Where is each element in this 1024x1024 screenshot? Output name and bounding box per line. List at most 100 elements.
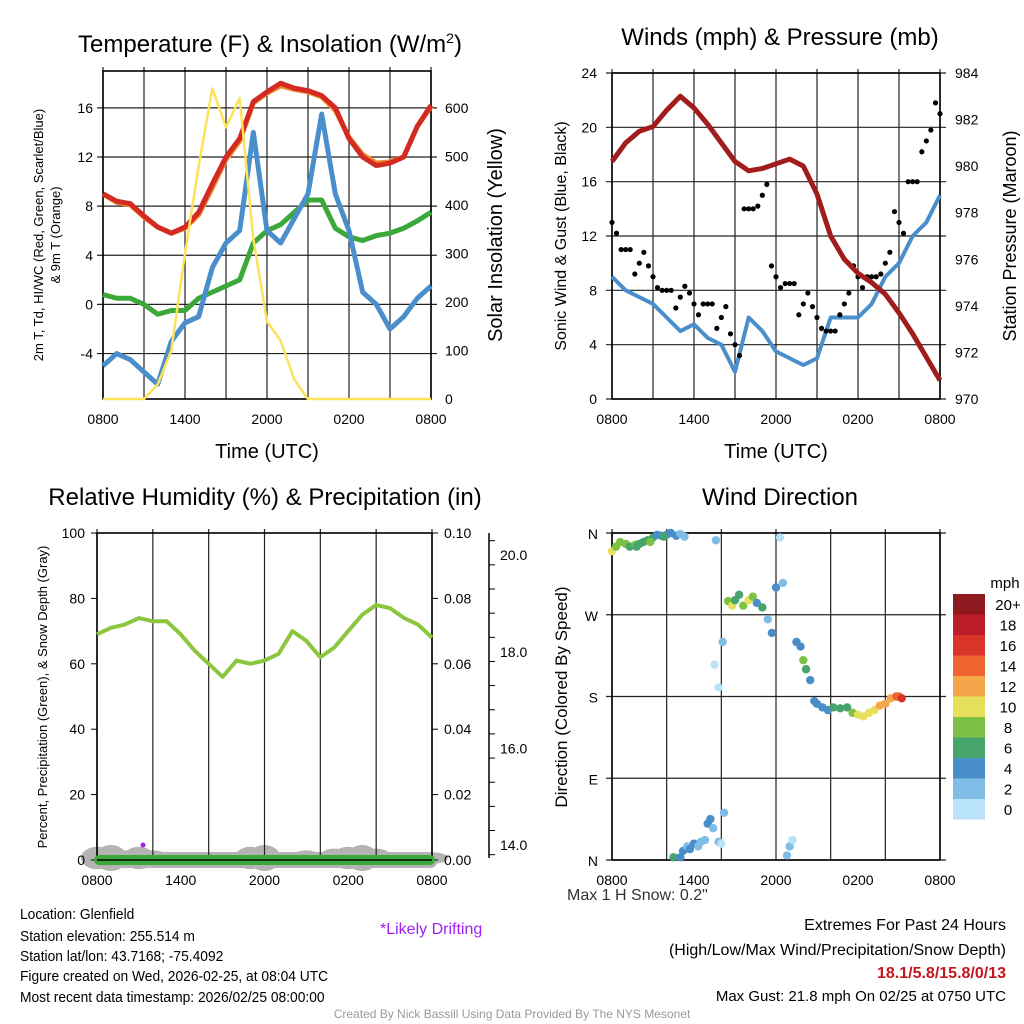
legend-swatch <box>953 758 985 779</box>
wind-direction-point <box>796 642 805 651</box>
elevation-text: Station elevation: 255.514 m <box>20 928 195 945</box>
wind-direction-point <box>680 532 689 541</box>
wind-direction-point <box>708 824 718 833</box>
legend-label: 8 <box>1004 720 1012 737</box>
gust-point <box>741 206 747 212</box>
legend-label: 12 <box>1000 679 1017 696</box>
gust-point <box>787 280 793 287</box>
right-y-tick-label: 400 <box>445 197 469 213</box>
wind-direction-point <box>719 808 729 817</box>
precip-tick-label: 0.00 <box>444 852 471 868</box>
direction-tick-label: N <box>588 526 598 542</box>
y-axis-label: Direction (Colored By Speed) <box>552 586 571 807</box>
legend-label: 6 <box>1004 741 1012 758</box>
y-axis-label-2: & 9m T (Orange) <box>48 186 63 283</box>
gust-point <box>928 127 934 133</box>
gust-point <box>882 260 888 266</box>
gust-point <box>668 287 674 293</box>
series-wind <box>610 194 942 374</box>
gust-point <box>809 304 816 310</box>
gust-point <box>887 249 893 255</box>
y-axis-label: Sonic Wind & Gust (Blue, Black) <box>553 121 570 350</box>
x-tick-label: 1400 <box>678 872 709 888</box>
direction-tick-label: E <box>589 771 598 787</box>
gust-point <box>896 219 902 226</box>
y-tick-label: 40 <box>69 721 85 737</box>
rh-chart-title: Relative Humidity (%) & Precipitation (i… <box>48 484 482 511</box>
gust-point <box>837 312 843 318</box>
wind-direction-point <box>710 660 719 669</box>
legend-swatch <box>953 778 985 799</box>
right-y-tick-label: 970 <box>955 391 979 407</box>
gust-point <box>764 181 770 187</box>
wind-direction-point <box>767 628 777 638</box>
gust-point <box>910 179 916 185</box>
wind-direction-point <box>881 699 890 708</box>
direction-tick-label: N <box>588 853 598 869</box>
gust-point <box>691 301 697 307</box>
extremes-title: Extremes For Past 24 Hours <box>804 917 1006 934</box>
x-tick-label: 2000 <box>760 872 791 888</box>
wind-direction-point <box>718 637 727 647</box>
gust-point <box>718 314 724 321</box>
x-tick-label: 0200 <box>333 411 364 427</box>
x-tick-label: 0800 <box>596 872 627 888</box>
snow-depth-tick-label: 16.0 <box>500 740 527 756</box>
legend-title: mph <box>990 575 1019 592</box>
gust-point <box>623 246 629 253</box>
gust-point <box>869 274 875 280</box>
gust-point <box>773 274 779 280</box>
legend-swatch <box>953 655 985 676</box>
legend-label: 2 <box>1004 782 1012 799</box>
x-tick-label: 0800 <box>87 411 118 427</box>
legend-label: 0 <box>1004 802 1012 819</box>
precip-tick-label: 0.02 <box>444 787 471 803</box>
wind-direction-point <box>669 853 678 862</box>
legend-label: 18 <box>1000 618 1017 635</box>
wind-direction-point <box>739 601 748 610</box>
gust-point <box>805 290 811 296</box>
gust-point <box>618 246 624 253</box>
gust-point <box>645 263 652 269</box>
gust-point <box>782 280 788 287</box>
series-pressure <box>609 93 943 382</box>
gust-point <box>846 290 852 296</box>
wind-direction-point <box>799 655 808 665</box>
gust-point <box>609 219 615 226</box>
x-tick-label: 2000 <box>251 411 282 427</box>
y-tick-label: 8 <box>589 282 597 298</box>
wind-direction-point <box>897 694 906 703</box>
y-tick-label: 8 <box>85 198 93 214</box>
gust-point <box>832 328 838 334</box>
gust-point <box>828 328 834 334</box>
gust-point <box>914 179 920 185</box>
gust-point <box>677 294 683 300</box>
wind-direction-point <box>711 536 721 545</box>
drifting-marker <box>140 842 146 848</box>
gust-point <box>768 263 775 269</box>
legend-swatch <box>953 717 985 738</box>
legend-swatch <box>953 696 985 717</box>
legend-label: 10 <box>1000 700 1017 717</box>
right-y-tick-label: 972 <box>955 344 979 360</box>
x-tick-label: 0800 <box>416 872 447 888</box>
right-y-tick-label: 974 <box>955 298 979 314</box>
x-tick-label: 0200 <box>842 411 873 427</box>
gust-point <box>664 287 670 293</box>
gust-point <box>755 203 761 209</box>
right-y-axis-label: Solar Insolation (Yellow) <box>485 128 507 342</box>
wind-direction-title: Wind Direction <box>701 484 859 511</box>
gust-point <box>818 325 825 331</box>
wind-direction-point <box>771 583 781 592</box>
wind-direction-point <box>842 703 852 712</box>
wind-direction-point <box>788 835 797 845</box>
extremes-values: 18.1/5.8/15.8/0/13 <box>877 965 1006 982</box>
gust-point <box>759 192 765 198</box>
legend-label: 4 <box>1004 761 1012 778</box>
x-tick-label: 1400 <box>678 411 709 427</box>
gust-point <box>796 312 802 318</box>
snow-depth-tick-label: 20.0 <box>500 547 527 563</box>
y-tick-label: 16 <box>77 100 93 116</box>
gust-point <box>791 280 797 287</box>
gust-point <box>800 301 806 307</box>
